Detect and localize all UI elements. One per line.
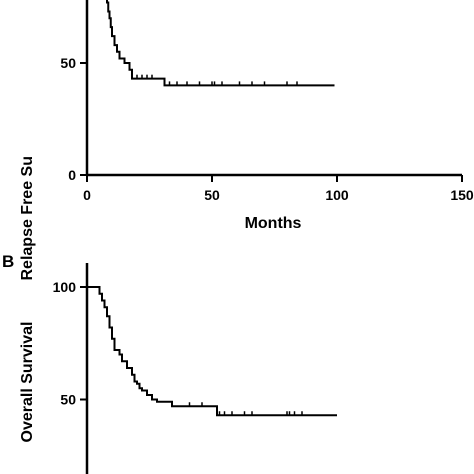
panel-b-y-tick-labels: 50 100 [53,279,77,408]
panel-a-survival-curve [106,0,335,87]
panel-a-x-tick-label: 0 [83,187,91,203]
panel-a-y-axis-title: Relapse Free Su [19,156,36,281]
panel-a-x-tick-label: 100 [325,187,349,203]
panel-b-survival-curve [87,286,337,417]
panel-a-x-tick-label: 50 [204,187,220,203]
panel-b-y-axis-title: Overall Survival [19,322,36,443]
panel-a-relapse-free-survival-chart: 0 50 0 50 100 150 Months Relapse Free Su [19,0,474,281]
panel-b-overall-survival-chart: B 50 100 Overall Survival [2,252,337,474]
panel-a-x-tick-labels: 0 50 100 150 [83,187,474,203]
panel-a-y-tick-label: 50 [60,55,76,71]
panel-a-x-tick-label: 150 [450,187,474,203]
panel-a-x-axis-title: Months [245,215,302,232]
panel-b-ticks [80,286,87,401]
panel-a-ticks [80,62,463,182]
panel-b-letter: B [2,252,14,271]
panel-b-censor-marks [188,402,303,416]
panel-b-y-tick-label: 50 [60,392,76,408]
panel-b-y-tick-label: 100 [53,279,77,295]
panel-a-y-tick-label: 0 [68,167,76,183]
panel-a-y-tick-labels: 0 50 [60,55,76,183]
panel-a-censor-marks [136,74,298,86]
